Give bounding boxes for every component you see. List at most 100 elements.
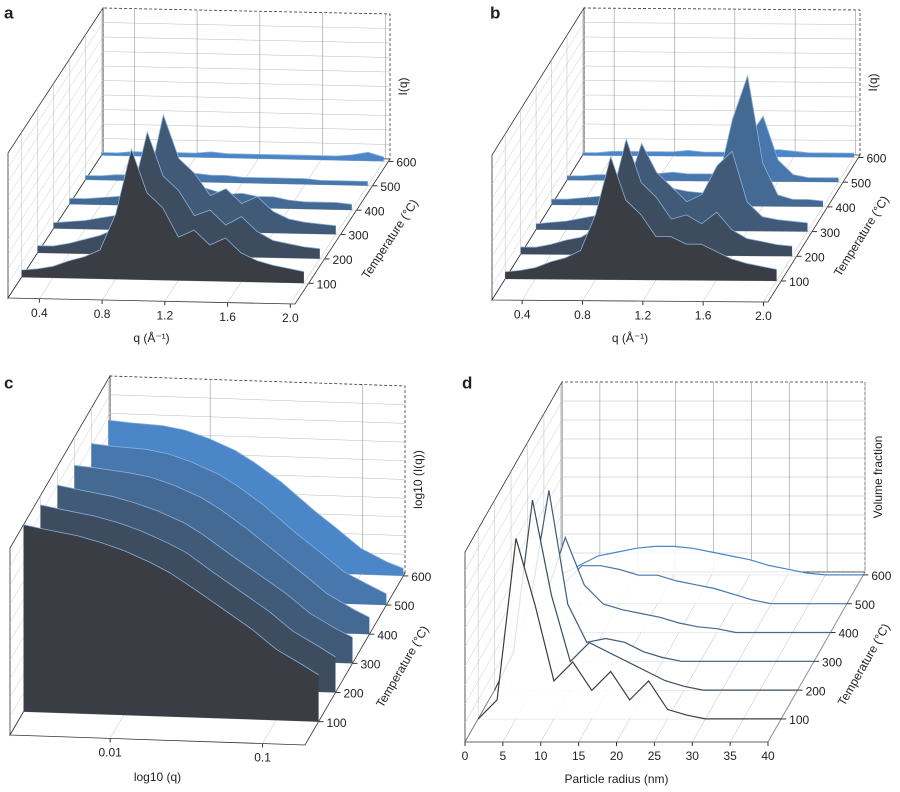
panel-label: a [4,3,14,22]
panel-label: d [462,373,472,392]
y-tick-label: 300 [360,658,380,672]
wall-grid [491,80,585,228]
wall-grid [583,123,861,127]
y-tick-label: 200 [344,687,364,701]
x-tick-label: 1.6 [695,309,712,323]
wall-grid [102,51,391,58]
wall-grid [7,138,104,284]
trace-line [69,177,352,205]
y-tick-label: 500 [394,599,414,613]
x-tick-label: 10 [534,749,548,763]
grid-line [692,571,790,743]
wall-grid [583,80,861,83]
y-tick-label: 600 [866,152,886,166]
trace-area [582,149,854,158]
x-tick-label: 20 [610,749,624,763]
trace-line [477,538,782,720]
trace-line [53,113,336,227]
wall-grid [7,51,104,197]
trace-line [21,147,304,272]
y-tick-label: 200 [806,684,826,698]
x-tick-label: 0.8 [94,307,111,321]
x-tick-label: 0.4 [31,306,48,320]
wall-grid [102,109,391,116]
wall-grid [464,419,563,591]
x-axis-label: log10 (q) [134,770,181,784]
wall-grid [491,109,585,257]
panel-label: c [4,373,13,392]
trace-line [91,443,387,595]
wall-grid [102,94,391,102]
y-tick-label: 500 [380,180,400,194]
x-tick-label: 15 [572,749,586,763]
panel: 0.4 0.8 1.2 1.6 2.0 100 200 300 400 500 600 q (Å⁻¹)… [490,3,892,345]
wall-grid [583,36,861,40]
trace-area [527,537,831,633]
y-tick-label: 600 [411,570,431,584]
trace-line [536,142,808,225]
wall-grid [464,400,563,572]
trace-area [567,116,839,183]
x-tick-label: 30 [686,749,700,763]
y-tick-label: 100 [317,277,337,291]
y-tick-label: 100 [789,275,809,289]
y-tick-label: 600 [396,156,416,170]
y-tick-label: 400 [377,628,397,642]
wall-grid [7,65,104,212]
trace-area [560,546,864,575]
wall-grid [7,109,104,255]
trace-area [23,524,319,722]
wall-grid [583,94,861,98]
x-tick-label: 1.2 [634,308,651,322]
wall-grid [7,123,104,270]
trace-area [21,149,304,284]
wall-grid [464,457,563,629]
x-axis-label: Particle radius (nm) [564,772,668,786]
y-tick-label: 500 [855,598,875,612]
wall-grid [583,22,861,25]
y-tick-label: 200 [333,253,353,267]
y-tick-label: 300 [820,226,840,240]
x-tick-label: 0.4 [514,307,531,321]
y-tick-label: 400 [836,201,856,215]
y-tick-label: 600 [871,569,891,583]
trace-line [510,490,814,662]
wall-grid [491,36,585,185]
wall-grid [102,123,391,131]
wall-grid [583,138,861,141]
trace-line [74,464,370,618]
grid-line [729,571,828,743]
wall-grid [109,394,406,405]
wall-grid [7,80,104,226]
trace-line [551,74,824,202]
panel: 0 5 10 15 20 25 30 35 40 100 200 300 400 500 600 Partic… [462,373,893,786]
wall-grid [102,22,391,29]
grid-line [290,158,386,305]
x-tick-label: 0.8 [574,308,591,322]
trace-line [520,137,793,248]
wall-grid [583,65,861,69]
z-axis-label: I(q) [396,77,410,95]
wall-grid [491,123,585,272]
y-tick-label: 500 [851,176,871,190]
trace-line [57,484,353,638]
wall-grid [491,65,585,214]
wall-grid [102,138,391,145]
trace-area [478,538,782,719]
grid-line [763,154,856,303]
wall-grid [7,36,104,183]
trace-line [37,130,320,250]
wall-grid [464,438,563,610]
wall-grid [102,36,391,44]
x-tick-label: 5 [500,749,507,763]
trace-line [40,504,336,658]
trace-line [494,499,798,691]
x-tick-label: 1.6 [219,310,236,324]
panel: 0.4 0.8 1.2 1.6 2.0 100 200 300 400 500 600 q (Å⁻¹)… [4,3,421,345]
x-tick-label: 0.01 [99,746,123,760]
wall-grid [491,94,585,243]
y-tick-label: 300 [349,229,369,243]
wall-grid [109,413,406,424]
x-tick-label: 1.2 [156,308,173,322]
